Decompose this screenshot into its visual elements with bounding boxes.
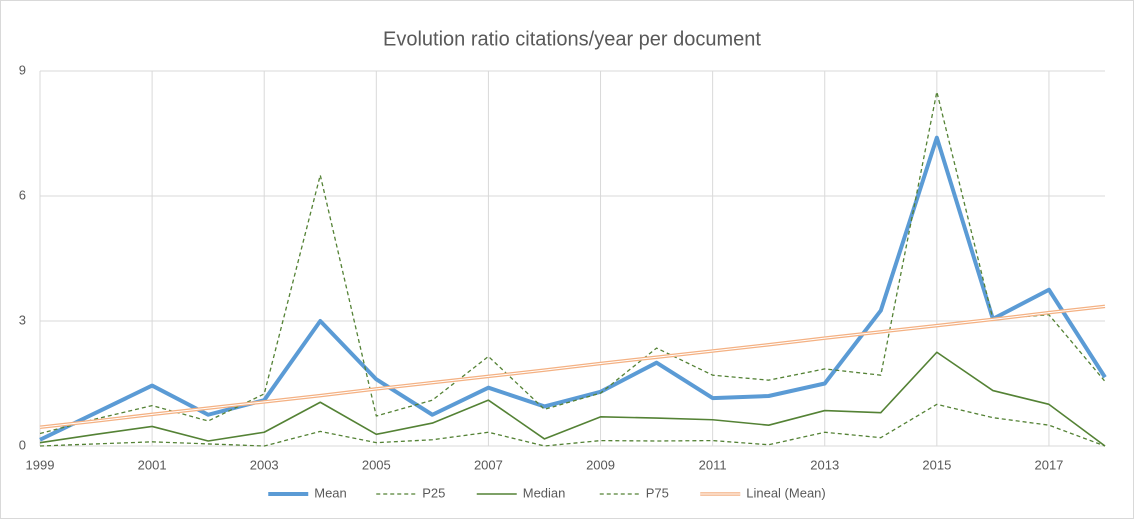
x-tick-label: 2007 <box>474 457 503 472</box>
series-line <box>39 403 1106 447</box>
legend-label: Mean <box>314 485 347 500</box>
legend-label: P75 <box>646 485 669 500</box>
legend-label: P25 <box>422 485 445 500</box>
series-line <box>39 351 1106 447</box>
y-tick-label: 9 <box>19 62 26 77</box>
legend-label: Median <box>523 485 566 500</box>
x-tick-label: 2015 <box>922 457 951 472</box>
x-tick-label: 2011 <box>699 457 727 472</box>
y-tick-label: 0 <box>19 437 26 452</box>
series-line <box>39 135 1107 442</box>
x-tick-label: 2013 <box>810 457 839 472</box>
x-tick-label: 1999 <box>26 457 55 472</box>
x-tick-label: 2005 <box>362 457 391 472</box>
x-tick-label: 2017 <box>1034 457 1063 472</box>
x-tick-label: 2009 <box>586 457 615 472</box>
y-tick-label: 6 <box>19 187 26 202</box>
x-tick-label: 2003 <box>250 457 279 472</box>
y-tick-label: 3 <box>19 312 26 327</box>
chart-title: Evolution ratio citations/year per docum… <box>383 28 761 50</box>
x-tick-label: 2001 <box>138 457 167 472</box>
series-line <box>39 91 1106 435</box>
series-line-inner <box>39 305 1106 428</box>
legend-label: Lineal (Mean) <box>746 485 826 500</box>
